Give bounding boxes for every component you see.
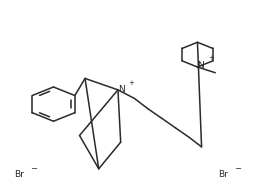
- Text: +: +: [129, 80, 135, 86]
- Text: Br: Br: [14, 170, 24, 179]
- Text: −: −: [30, 164, 37, 173]
- Text: Br: Br: [218, 170, 228, 179]
- Text: −: −: [234, 164, 241, 173]
- Text: N: N: [118, 85, 125, 94]
- Text: +: +: [208, 55, 214, 61]
- Text: N: N: [197, 61, 204, 70]
